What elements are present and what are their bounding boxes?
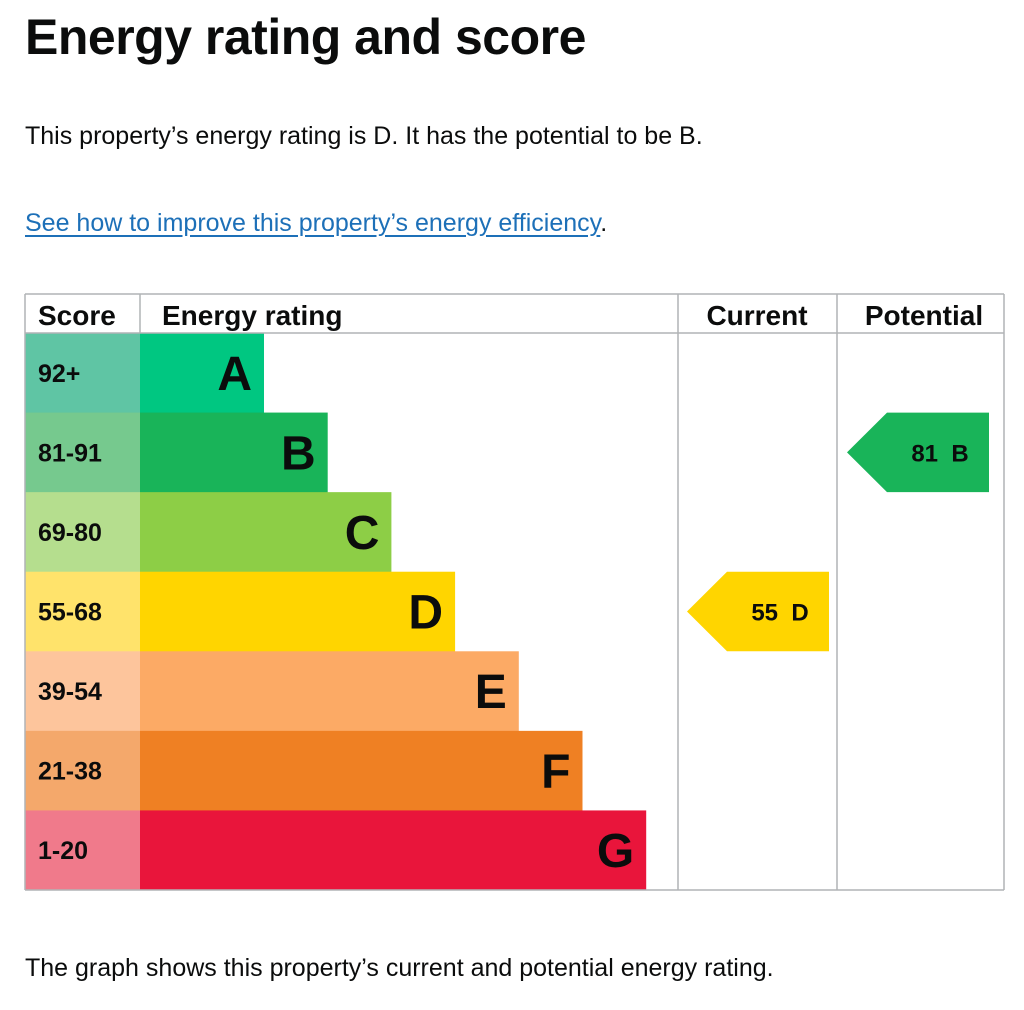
score-label-g: 1-20 (38, 837, 88, 865)
rating-letter-d: D (408, 587, 443, 640)
chart-caption: The graph shows this property’s current … (25, 954, 774, 982)
header-potential: Potential (865, 300, 983, 331)
header-score: Score (38, 300, 116, 331)
rating-letter-f: F (541, 746, 570, 799)
rating-letter-g: G (597, 825, 634, 878)
score-cell-d (25, 571, 140, 652)
header-energy-rating: Energy rating (162, 300, 342, 331)
score-cell-b (25, 412, 140, 493)
rating-bar-c (140, 492, 392, 573)
score-label-b: 81-91 (38, 439, 102, 467)
rating-bar-f (140, 730, 583, 811)
rating-summary: This property’s energy rating is D. It h… (25, 122, 703, 150)
rating-bar-a (140, 333, 264, 414)
rating-bar-b (140, 412, 328, 493)
rating-bar-g (140, 810, 647, 891)
score-label-c: 69-80 (38, 519, 102, 547)
improve-line: See how to improve this property’s energ… (25, 209, 607, 238)
score-label-d: 55-68 (38, 599, 102, 627)
score-cell-f (25, 730, 140, 811)
score-label-a: 92+ (38, 360, 80, 388)
rating-letter-b: B (281, 427, 316, 480)
potential-rating-arrow (847, 412, 989, 493)
score-cell-g (25, 810, 140, 891)
score-cell-a (25, 333, 140, 414)
header-current: Current (706, 300, 807, 331)
rating-bar-d (140, 571, 456, 652)
score-label-f: 21-38 (38, 758, 102, 786)
score-cell-c (25, 492, 140, 573)
page-title: Energy rating and score (25, 9, 586, 65)
current-rating-label: 55 D (751, 600, 808, 627)
rating-letter-a: A (217, 348, 252, 401)
rating-bar-e (140, 651, 519, 732)
improve-efficiency-link[interactable]: See how to improve this property’s energ… (25, 209, 601, 237)
potential-rating-label: 81 B (911, 440, 968, 467)
score-cell-e (25, 651, 140, 732)
rating-letter-e: E (475, 666, 507, 719)
current-rating-arrow (687, 571, 829, 652)
score-label-e: 39-54 (38, 678, 102, 706)
link-suffix: . (600, 209, 608, 237)
rating-letter-c: C (345, 507, 380, 560)
